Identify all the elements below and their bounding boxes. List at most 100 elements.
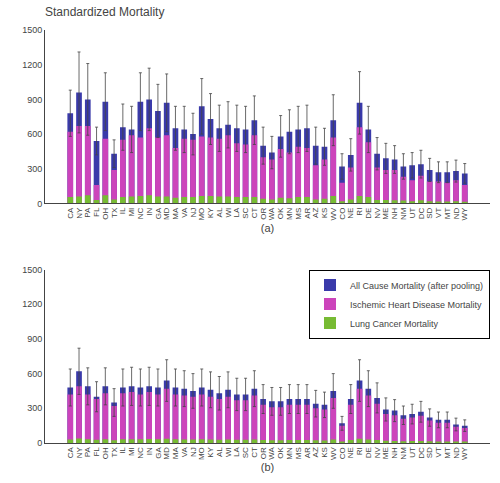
svg-text:AZ: AZ bbox=[311, 447, 320, 457]
svg-text:MD: MD bbox=[162, 207, 171, 220]
svg-text:NV: NV bbox=[373, 447, 382, 459]
svg-text:MA: MA bbox=[171, 207, 180, 220]
svg-text:NC: NC bbox=[136, 447, 145, 459]
svg-text:NM: NM bbox=[399, 207, 408, 220]
svg-text:NM: NM bbox=[399, 447, 408, 460]
svg-text:NJ: NJ bbox=[189, 208, 198, 218]
svg-text:VT: VT bbox=[434, 208, 443, 218]
svg-text:DC: DC bbox=[417, 447, 426, 459]
svg-text:CT: CT bbox=[250, 208, 259, 219]
svg-text:SC: SC bbox=[241, 447, 250, 458]
svg-text:300: 300 bbox=[27, 164, 42, 174]
svg-text:300: 300 bbox=[27, 403, 42, 413]
svg-text:MO: MO bbox=[197, 447, 206, 460]
svg-text:WV: WV bbox=[329, 207, 338, 221]
svg-text:KY: KY bbox=[206, 207, 215, 218]
svg-text:VT: VT bbox=[434, 447, 443, 457]
svg-text:WY: WY bbox=[460, 447, 469, 461]
svg-text:KY: KY bbox=[206, 447, 215, 458]
svg-text:LA: LA bbox=[232, 207, 241, 217]
svg-text:IL: IL bbox=[118, 447, 127, 454]
svg-text:VA: VA bbox=[180, 447, 189, 458]
svg-text:600: 600 bbox=[27, 369, 42, 379]
svg-text:AZ: AZ bbox=[311, 208, 320, 218]
svg-text:NH: NH bbox=[390, 447, 399, 459]
svg-text:PA: PA bbox=[83, 447, 92, 458]
svg-text:DE: DE bbox=[364, 208, 373, 219]
svg-text:MS: MS bbox=[294, 447, 303, 459]
svg-text:IL: IL bbox=[118, 207, 127, 214]
svg-text:AR: AR bbox=[303, 207, 312, 218]
svg-text:CA: CA bbox=[66, 207, 75, 219]
svg-text:GA: GA bbox=[154, 207, 163, 219]
svg-text:NJ: NJ bbox=[189, 447, 198, 457]
svg-text:IN: IN bbox=[145, 207, 154, 215]
svg-text:VA: VA bbox=[180, 207, 189, 218]
svg-text:WA: WA bbox=[267, 207, 276, 220]
svg-text:TX: TX bbox=[110, 447, 119, 458]
svg-text:NY: NY bbox=[75, 207, 84, 219]
svg-text:900: 900 bbox=[27, 334, 42, 344]
svg-text:NH: NH bbox=[390, 207, 399, 219]
svg-text:ME: ME bbox=[381, 447, 390, 459]
svg-text:Lung Cancer Mortality: Lung Cancer Mortality bbox=[350, 319, 439, 329]
svg-text:FL: FL bbox=[92, 447, 101, 457]
svg-text:LA: LA bbox=[232, 447, 241, 457]
svg-text:(b): (b) bbox=[261, 461, 274, 473]
svg-text:MN: MN bbox=[285, 207, 294, 220]
svg-text:MT: MT bbox=[443, 447, 452, 459]
svg-text:CO: CO bbox=[338, 447, 347, 459]
svg-text:MD: MD bbox=[162, 447, 171, 460]
svg-text:TX: TX bbox=[110, 207, 119, 218]
svg-text:OR: OR bbox=[259, 207, 268, 219]
svg-text:AL: AL bbox=[215, 207, 224, 217]
svg-text:Ischemic Heart Disease Mortali: Ischemic Heart Disease Mortality bbox=[350, 300, 482, 310]
svg-text:Standardized Mortality: Standardized Mortality bbox=[45, 5, 164, 19]
svg-text:NE: NE bbox=[346, 447, 355, 458]
svg-text:NE: NE bbox=[346, 208, 355, 219]
svg-text:RI: RI bbox=[355, 447, 364, 455]
svg-text:900: 900 bbox=[27, 95, 42, 105]
svg-text:CA: CA bbox=[66, 447, 75, 459]
svg-text:All Cause Mortality (after poo: All Cause Mortality (after pooling) bbox=[350, 281, 483, 291]
svg-text:OH: OH bbox=[101, 447, 110, 459]
svg-text:MA: MA bbox=[171, 447, 180, 460]
svg-text:MI: MI bbox=[127, 208, 136, 217]
svg-text:OR: OR bbox=[259, 447, 268, 459]
svg-text:KS: KS bbox=[320, 208, 329, 219]
svg-text:RI: RI bbox=[355, 208, 364, 216]
svg-text:WI: WI bbox=[224, 447, 233, 457]
svg-text:OK: OK bbox=[276, 447, 285, 459]
svg-text:SD: SD bbox=[425, 447, 434, 458]
svg-text:GA: GA bbox=[154, 447, 163, 459]
svg-text:FL: FL bbox=[92, 207, 101, 217]
svg-text:DC: DC bbox=[417, 207, 426, 219]
svg-text:WV: WV bbox=[329, 447, 338, 461]
svg-text:DE: DE bbox=[364, 447, 373, 458]
svg-text:OK: OK bbox=[276, 207, 285, 219]
svg-text:MN: MN bbox=[285, 447, 294, 460]
svg-text:WI: WI bbox=[224, 208, 233, 218]
svg-text:WA: WA bbox=[267, 447, 276, 460]
svg-text:PA: PA bbox=[83, 207, 92, 218]
svg-text:IN: IN bbox=[145, 447, 154, 455]
svg-text:(a): (a) bbox=[261, 222, 274, 234]
svg-text:1500: 1500 bbox=[22, 265, 42, 275]
svg-text:NC: NC bbox=[136, 207, 145, 219]
svg-text:MS: MS bbox=[294, 208, 303, 220]
svg-text:ND: ND bbox=[452, 447, 461, 459]
svg-text:WY: WY bbox=[460, 207, 469, 221]
svg-text:SD: SD bbox=[425, 207, 434, 218]
svg-text:OH: OH bbox=[101, 207, 110, 219]
svg-text:UT: UT bbox=[408, 208, 417, 219]
svg-text:MT: MT bbox=[443, 208, 452, 220]
svg-text:NY: NY bbox=[75, 447, 84, 459]
svg-text:MI: MI bbox=[127, 447, 136, 456]
svg-text:SC: SC bbox=[241, 207, 250, 218]
svg-text:0: 0 bbox=[37, 199, 42, 209]
svg-text:0: 0 bbox=[37, 438, 42, 448]
svg-text:AR: AR bbox=[303, 447, 312, 458]
svg-text:ND: ND bbox=[452, 207, 461, 219]
svg-text:1500: 1500 bbox=[22, 25, 42, 35]
svg-text:UT: UT bbox=[408, 447, 417, 458]
